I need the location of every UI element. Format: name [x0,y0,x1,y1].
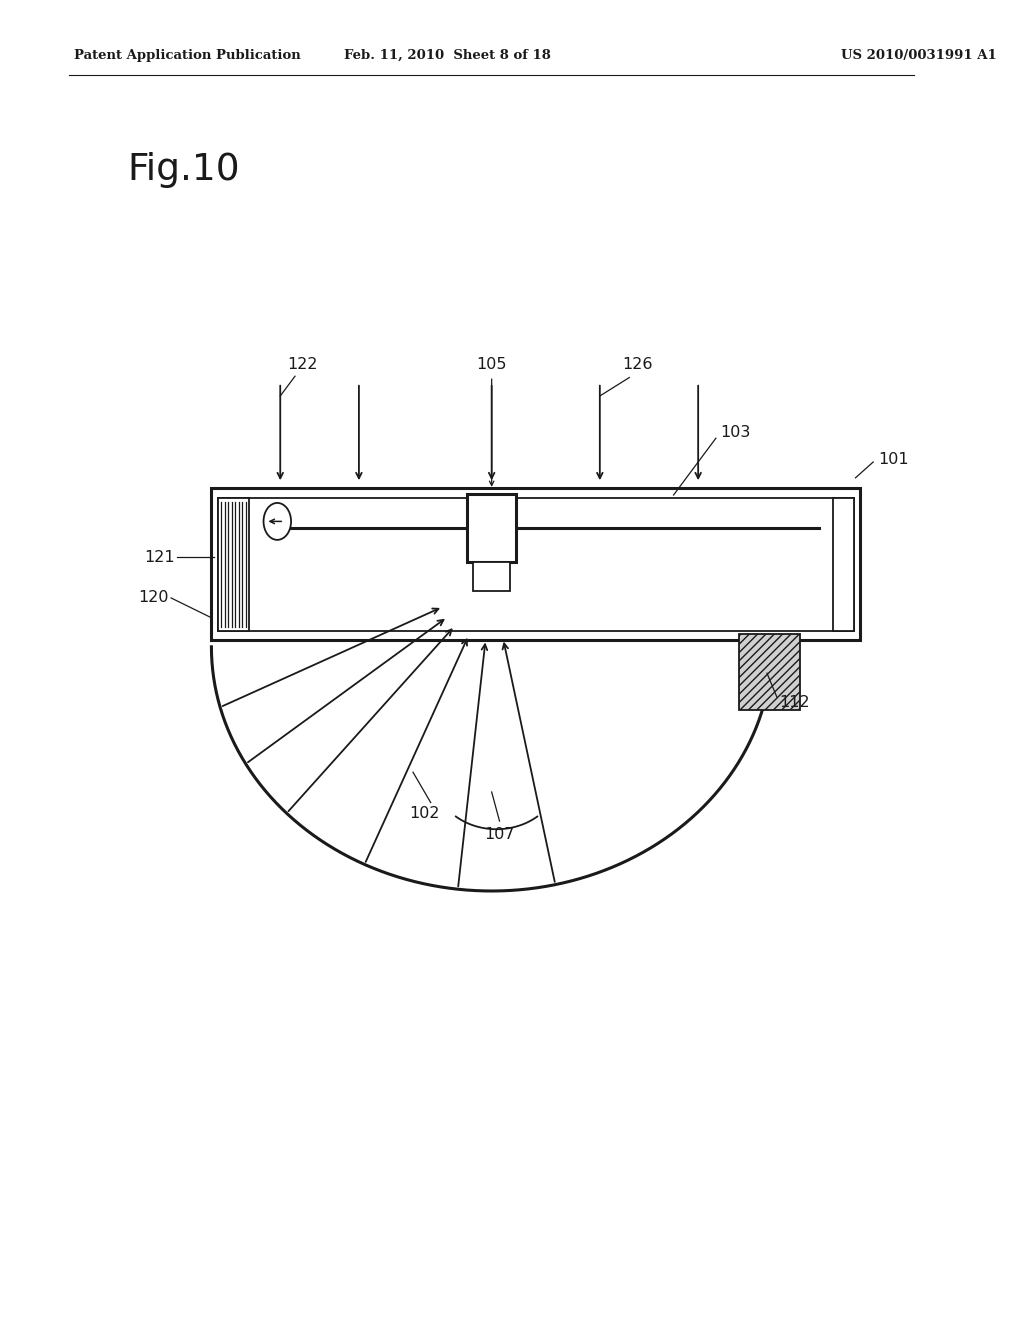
Text: Fig.10: Fig.10 [128,152,241,187]
Text: 105: 105 [476,358,507,372]
Text: 107: 107 [484,826,515,842]
Text: 112: 112 [779,694,809,710]
Text: 103: 103 [720,425,751,441]
Text: 120: 120 [138,590,169,606]
Text: 121: 121 [144,549,175,565]
Text: Patent Application Publication: Patent Application Publication [74,49,300,62]
Bar [218,498,854,631]
Text: Feb. 11, 2010  Sheet 8 of 18: Feb. 11, 2010 Sheet 8 of 18 [344,49,551,62]
Text: 102: 102 [410,805,440,821]
Bar [211,488,860,640]
Circle shape [263,503,291,540]
Bar [467,494,516,562]
Bar [739,634,801,710]
Bar [473,562,510,591]
Text: 101: 101 [879,451,908,467]
Text: 122: 122 [288,358,318,372]
Text: US 2010/0031991 A1: US 2010/0031991 A1 [841,49,996,62]
Bar [833,498,854,631]
Bar [218,498,249,631]
Text: 126: 126 [622,358,652,372]
